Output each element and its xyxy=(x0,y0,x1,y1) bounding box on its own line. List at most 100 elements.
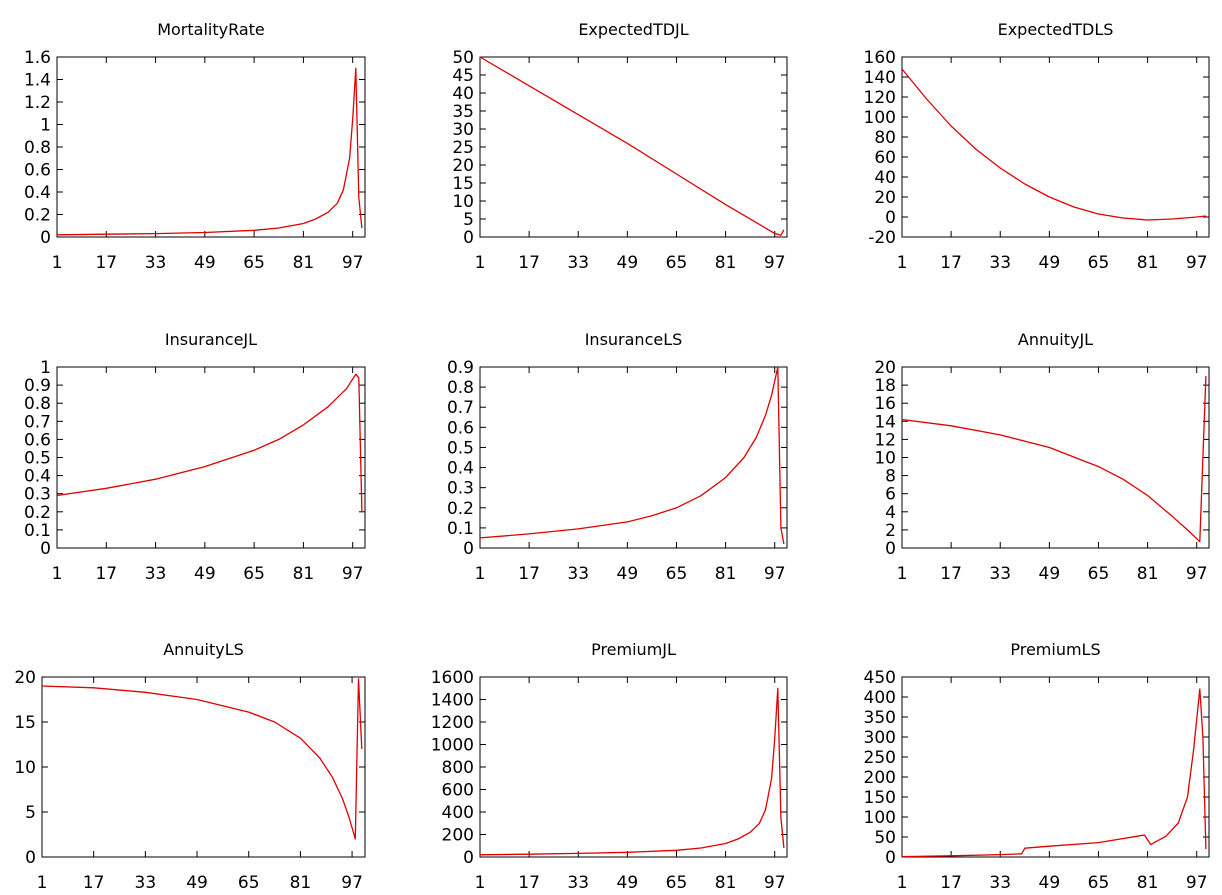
x-tick-label: 17 xyxy=(95,564,117,584)
series-line xyxy=(901,688,1207,858)
x-tick-label: 33 xyxy=(989,253,1011,273)
x-tick-label: 33 xyxy=(135,873,157,893)
y-tick-label: 0.6 xyxy=(24,161,51,181)
y-tick-label: 0.2 xyxy=(24,503,51,523)
chart-title: PremiumLS xyxy=(1010,640,1100,659)
chart-title: AnnuityJL xyxy=(1018,330,1093,349)
y-tick-label: 200 xyxy=(442,826,474,846)
y-tick-label: 18 xyxy=(874,376,896,396)
x-tick-label: 81 xyxy=(293,253,315,273)
y-tick-label: 45 xyxy=(452,66,474,86)
y-tick-label: 60 xyxy=(874,148,896,168)
y-tick-label: 5 xyxy=(463,210,474,230)
y-tick-label: 0.1 xyxy=(447,519,474,539)
x-tick-label: 97 xyxy=(1186,253,1208,273)
y-tick-label: 200 xyxy=(864,768,896,788)
x-tick-label: 81 xyxy=(1137,564,1159,584)
y-tick-label: 1000 xyxy=(431,736,474,756)
y-tick-label: 0.3 xyxy=(24,485,51,505)
chart-title: AnnuityLS xyxy=(163,640,244,659)
series-line xyxy=(479,56,785,236)
y-tick-label: 10 xyxy=(452,192,474,212)
y-tick-label: 1200 xyxy=(431,713,474,733)
y-tick-label: 15 xyxy=(452,174,474,194)
y-tick-label: -20 xyxy=(868,228,896,248)
chart-title: PremiumJL xyxy=(591,640,676,659)
y-tick-label: 8 xyxy=(885,467,896,487)
series-line xyxy=(901,68,1206,221)
y-tick-label: 20 xyxy=(874,188,896,208)
y-tick-label: 0.2 xyxy=(447,499,474,519)
y-tick-label: 250 xyxy=(864,748,896,768)
x-tick-label: 33 xyxy=(989,873,1011,893)
y-tick-label: 0 xyxy=(463,539,474,559)
y-tick-label: 0.6 xyxy=(24,430,51,450)
y-tick-label: 40 xyxy=(874,168,896,188)
x-tick-label: 81 xyxy=(715,873,737,893)
x-tick-label: 97 xyxy=(342,564,364,584)
y-tick-label: 120 xyxy=(864,88,896,108)
x-tick-label: 49 xyxy=(186,873,208,893)
y-tick-label: 12 xyxy=(874,430,896,450)
x-tick-label: 65 xyxy=(238,873,260,893)
y-tick-label: 2 xyxy=(885,521,896,541)
x-tick-label: 65 xyxy=(666,253,688,273)
x-tick-label: 1 xyxy=(897,564,908,584)
y-tick-label: 0.8 xyxy=(24,138,51,158)
y-tick-label: 0.4 xyxy=(24,467,51,487)
y-tick-label: 400 xyxy=(442,803,474,823)
x-tick-label: 97 xyxy=(1186,564,1208,584)
x-tick-label: 1 xyxy=(475,564,486,584)
y-tick-label: 20 xyxy=(452,156,474,176)
y-tick-label: 300 xyxy=(864,728,896,748)
y-tick-label: 1.4 xyxy=(24,71,51,91)
x-tick-label: 81 xyxy=(1137,253,1159,273)
x-tick-label: 65 xyxy=(666,873,688,893)
y-tick-label: 1400 xyxy=(431,691,474,711)
y-tick-label: 1 xyxy=(40,116,51,136)
chart-title: InsuranceJL xyxy=(165,330,257,349)
y-tick-label: 50 xyxy=(452,48,474,68)
x-tick-label: 49 xyxy=(1039,873,1061,893)
y-tick-label: 0.8 xyxy=(24,394,51,414)
series-line xyxy=(901,376,1207,543)
x-tick-label: 81 xyxy=(1137,873,1159,893)
y-tick-label: 0 xyxy=(885,848,896,868)
plot-frame xyxy=(901,56,1210,238)
x-tick-label: 1 xyxy=(475,873,486,893)
x-tick-label: 17 xyxy=(518,253,540,273)
y-tick-label: 100 xyxy=(864,108,896,128)
y-tick-label: 5 xyxy=(25,803,36,823)
x-tick-label: 49 xyxy=(617,564,639,584)
y-tick-label: 0 xyxy=(463,228,474,248)
x-tick-label: 1 xyxy=(475,253,486,273)
y-tick-label: 0 xyxy=(40,539,51,559)
x-tick-label: 81 xyxy=(715,564,737,584)
x-tick-label: 17 xyxy=(83,873,105,893)
x-tick-label: 33 xyxy=(567,253,589,273)
plot-frame xyxy=(901,366,1210,549)
x-tick-label: 65 xyxy=(666,564,688,584)
series-line xyxy=(56,373,363,512)
y-tick-label: 0.8 xyxy=(447,378,474,398)
x-tick-label: 1 xyxy=(52,564,63,584)
x-tick-label: 65 xyxy=(243,253,265,273)
x-tick-label: 81 xyxy=(715,253,737,273)
y-tick-label: 30 xyxy=(452,120,474,140)
x-tick-label: 1 xyxy=(52,253,63,273)
y-tick-label: 400 xyxy=(864,688,896,708)
y-tick-label: 0 xyxy=(25,848,36,868)
x-tick-label: 1 xyxy=(897,873,908,893)
y-tick-label: 0 xyxy=(885,539,896,559)
x-tick-label: 17 xyxy=(940,253,962,273)
y-tick-label: 0 xyxy=(885,208,896,228)
x-tick-label: 65 xyxy=(1088,564,1110,584)
